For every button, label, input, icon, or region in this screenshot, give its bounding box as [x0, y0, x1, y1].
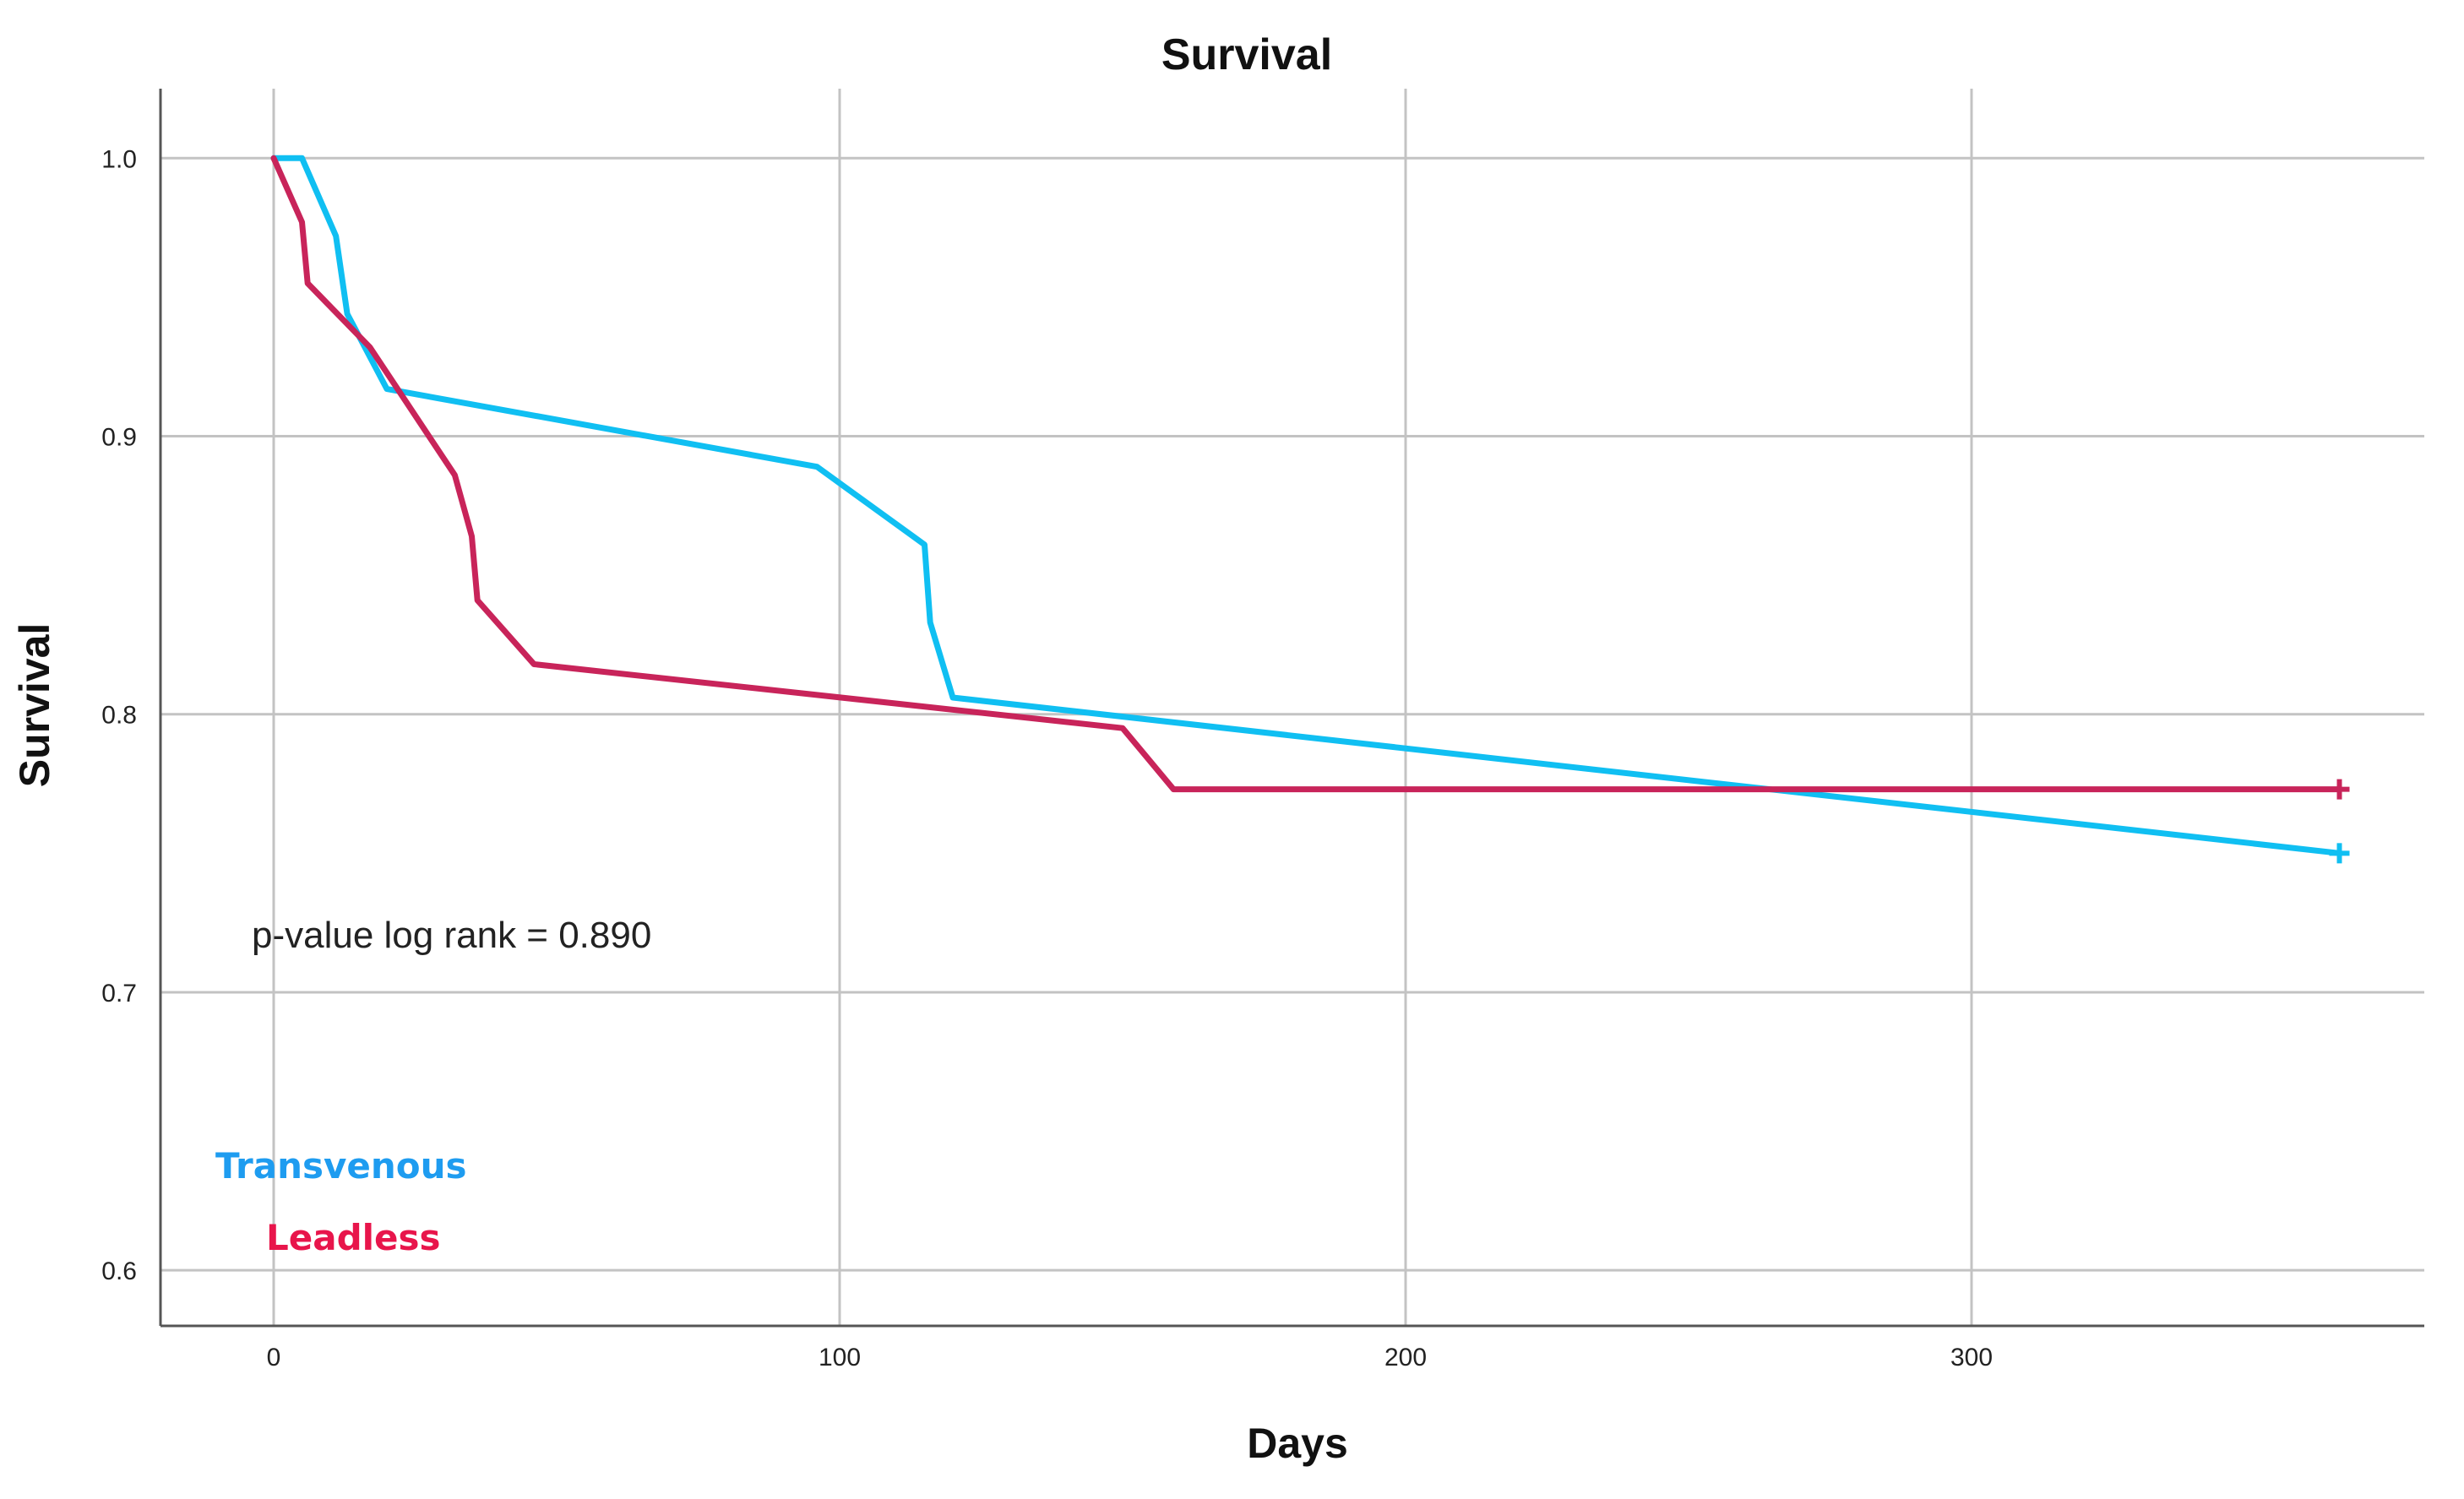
y-tick-label: 0.8: [101, 702, 137, 730]
y-tick-label: 1.0: [101, 145, 137, 173]
p-value-annotation: p-value log rank = 0.890: [252, 915, 651, 956]
series-line-transvenous: [270, 155, 2342, 856]
x-axis-title: Days: [1247, 1420, 1348, 1467]
y-tick-label: 0.7: [101, 980, 137, 1007]
series-line-leadless: [270, 155, 2342, 793]
series-lines: [270, 155, 2350, 864]
grid-lines: [160, 89, 2424, 1326]
legend: Transvenous Leadless: [215, 1145, 467, 1258]
legend-transvenous: Transvenous: [215, 1145, 467, 1187]
plot-frame: [159, 89, 2424, 1328]
y-tick-label: 0.6: [101, 1257, 137, 1285]
x-tick-label: 300: [1950, 1344, 1993, 1371]
tick-labels: 0 100 200 300 0.6 0.7 0.8 0.9 1.0: [101, 145, 1993, 1371]
y-axis-title: Survival: [11, 623, 58, 788]
x-tick-label: 200: [1384, 1344, 1427, 1371]
x-tick-label: 0: [267, 1344, 281, 1371]
legend-leadless: Leadless: [266, 1217, 441, 1258]
y-tick-label: 0.9: [101, 424, 137, 452]
x-tick-label: 100: [819, 1344, 861, 1371]
chart-title: Survival: [1161, 30, 1332, 79]
